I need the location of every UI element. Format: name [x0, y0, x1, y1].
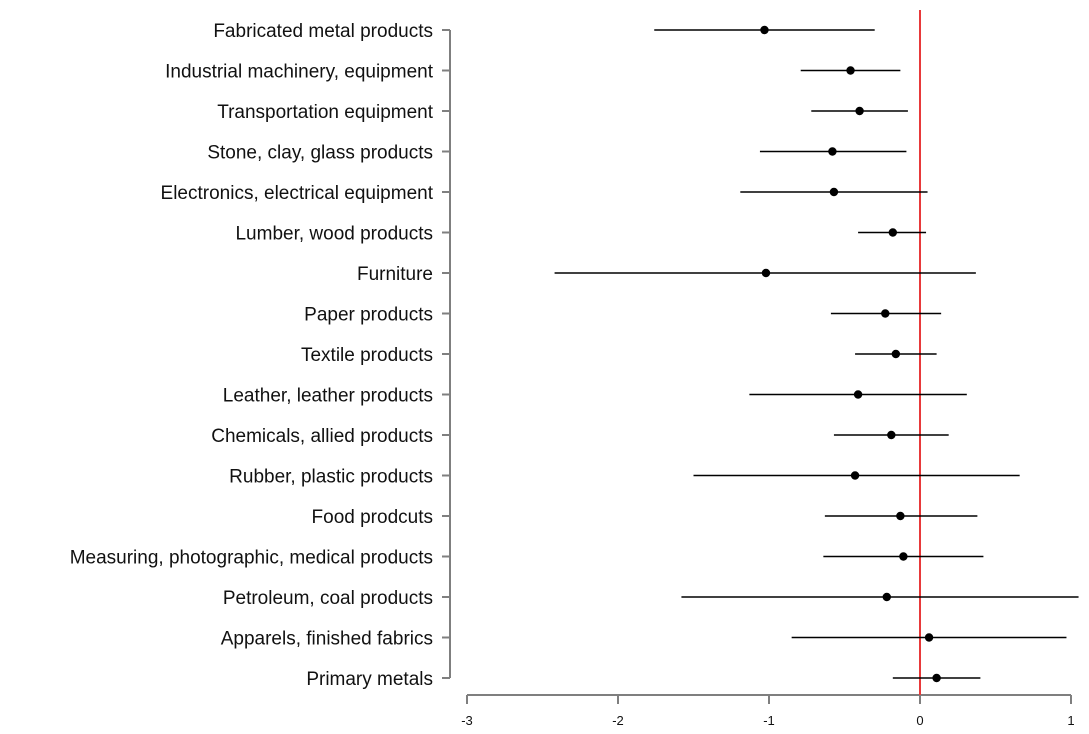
category-labels: Fabricated metal products Industrial mach… [70, 21, 434, 690]
point-estimate [932, 673, 941, 683]
point-estimate [829, 187, 839, 197]
point-estimate [888, 228, 898, 237]
category-label: Fabricated metal products [213, 21, 433, 42]
x-tick-label: 1 [1067, 713, 1074, 728]
category-label: Chemicals, allied products [211, 426, 433, 447]
x-tick-label: -2 [612, 713, 624, 728]
y-axis [442, 29, 451, 679]
category-label: Leather, leather products [223, 386, 433, 407]
point-estimate [760, 25, 769, 35]
x-tick-label: 0 [916, 713, 923, 728]
point-estimate [881, 309, 890, 318]
point-estimate [855, 106, 864, 116]
category-label: Textile products [301, 345, 433, 366]
x-axis: -3 -2 -1 0 1 [461, 694, 1075, 728]
category-label: Petroleum, coal products [223, 588, 433, 609]
category-label: Rubber, plastic products [229, 467, 433, 488]
point-estimate [899, 552, 908, 561]
point-estimate [887, 430, 896, 440]
point-estimate [846, 66, 855, 75]
category-label: Primary metals [306, 669, 433, 690]
point-estimate [891, 349, 901, 359]
point-estimate [882, 592, 891, 602]
point-estimate [853, 390, 863, 399]
x-tick-label: -3 [461, 713, 473, 728]
category-label: Paper products [304, 305, 433, 326]
x-tick-label: -1 [763, 713, 775, 728]
point-estimates [760, 25, 941, 683]
category-label: Stone, clay, glass products [207, 143, 433, 164]
point-estimate [924, 633, 934, 642]
point-estimate [828, 147, 837, 156]
category-label: Furniture [357, 264, 433, 285]
category-label: Electronics, electrical equipment [161, 183, 434, 204]
category-label: Measuring, photographic, medical product… [70, 548, 433, 569]
category-label: Apparels, finished fabrics [221, 629, 433, 650]
confidence-intervals [554, 29, 1079, 679]
point-estimate [761, 268, 771, 278]
point-estimate [896, 511, 905, 521]
point-estimate [850, 471, 860, 480]
category-label: Industrial machinery, equipment [165, 62, 434, 83]
category-label: Food prodcuts [312, 507, 433, 528]
category-label: Transportation equipment [217, 102, 434, 123]
category-label: Lumber, wood products [235, 224, 433, 245]
